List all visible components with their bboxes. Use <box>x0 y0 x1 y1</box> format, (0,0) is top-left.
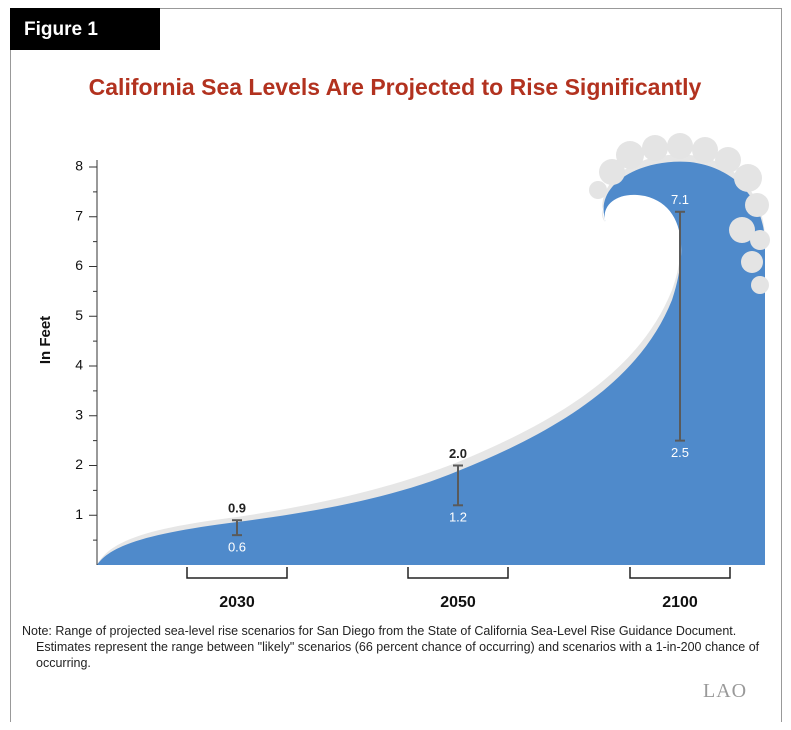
value-label-high: 2.0 <box>449 446 467 461</box>
value-label-low: 2.5 <box>671 445 689 460</box>
y-tick-label: 1 <box>75 506 83 522</box>
x-tick-label: 2050 <box>440 594 476 611</box>
figure-badge <box>10 8 160 50</box>
x-tick-label: 2030 <box>219 594 255 611</box>
value-label-low: 1.2 <box>449 510 467 525</box>
category-bracket <box>186 567 288 579</box>
y-tick-label: 4 <box>75 357 83 373</box>
logo: LAO <box>703 680 748 702</box>
y-tick-label: 3 <box>75 406 83 422</box>
wave-foam <box>589 133 770 294</box>
note: Note: Range of projected sea-level rise … <box>22 624 760 670</box>
y-tick-label: 5 <box>75 307 83 323</box>
y-tick-label: 6 <box>75 257 83 273</box>
figure-label: Figure 1 <box>24 19 98 40</box>
category-bracket <box>629 567 731 579</box>
chart-title: California Sea Levels Are Projected to R… <box>89 74 702 100</box>
wave <box>97 161 765 566</box>
value-label-high: 0.9 <box>228 501 246 516</box>
x-tick-label: 2100 <box>662 594 698 611</box>
value-label-high: 7.1 <box>671 192 689 207</box>
y-tick-label: 2 <box>75 456 83 472</box>
category-bracket <box>407 567 509 579</box>
y-tick-label: 8 <box>75 158 83 174</box>
value-label-low: 0.6 <box>228 540 246 555</box>
y-axis-label: In Feet <box>37 316 54 364</box>
y-tick-label: 7 <box>75 207 83 223</box>
